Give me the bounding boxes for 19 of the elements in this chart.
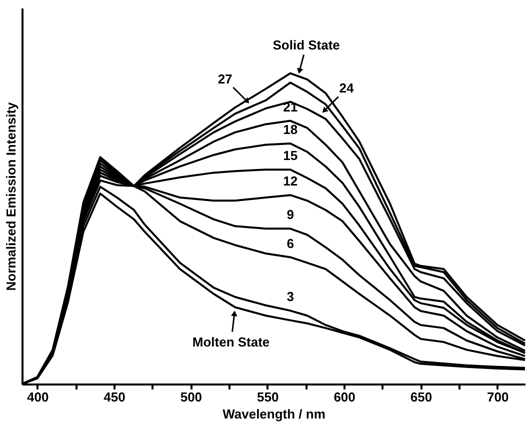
annotation: 15: [283, 148, 298, 164]
annotation: 6: [286, 236, 294, 251]
annotation: 24: [339, 80, 354, 96]
annotation: Molten State: [192, 334, 270, 350]
x-tick-label: 400: [26, 390, 49, 404]
x-tick-label: 500: [180, 390, 202, 404]
x-tick-label: 600: [334, 390, 356, 404]
annotation: 9: [286, 207, 294, 222]
y-axis-title: Normalized Emission Intensity: [4, 101, 18, 291]
annotation: 3: [286, 289, 294, 304]
x-tick-label: 650: [410, 390, 432, 404]
annotation: 18: [283, 122, 298, 138]
x-axis-title: Wavelength / nm: [222, 406, 326, 422]
x-tick-label: 700: [487, 390, 509, 404]
annotation: Solid State: [272, 37, 340, 52]
x-tick-label: 550: [257, 390, 279, 404]
annotation: 27: [218, 71, 232, 86]
annotation: 12: [283, 174, 298, 189]
x-tick-label: 450: [104, 390, 126, 404]
